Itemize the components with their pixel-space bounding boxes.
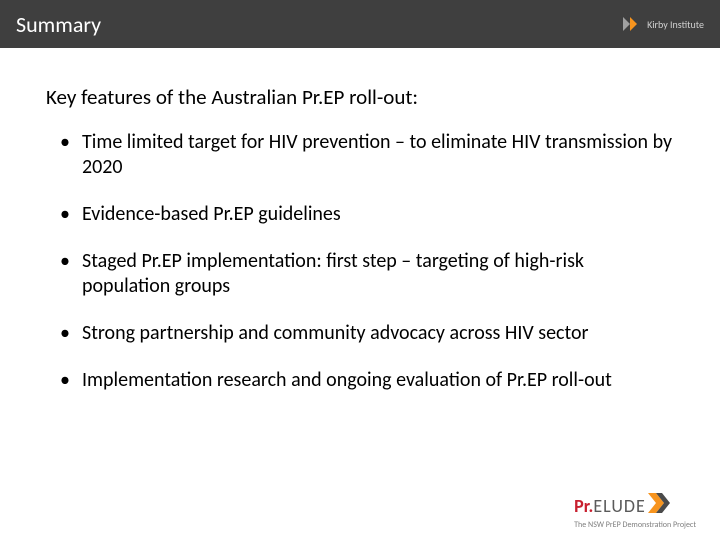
kirby-logo-icon [619, 13, 641, 35]
list-item: Evidence-based Pr.EP guidelines [60, 202, 674, 227]
list-item: Implementation research and ongoing eval… [60, 368, 674, 393]
content-area: Key features of the Australian Pr.EP rol… [0, 48, 720, 393]
prelude-pr: Pr. [574, 495, 593, 517]
prelude-logo-text: Pr.ELUDE [574, 495, 646, 517]
chevron-icon [648, 493, 670, 518]
list-item: Time limited target for HIV prevention –… [60, 130, 674, 180]
slide: Summary Kirby Institute Key features of … [0, 0, 720, 540]
subtitle: Key features of the Australian Pr.EP rol… [46, 84, 674, 110]
header-logo: Kirby Institute [619, 13, 704, 35]
footer-tagline: The NSW PrEP Demonstration Project [574, 520, 696, 530]
header-bar: Summary Kirby Institute [0, 0, 720, 48]
bullet-list: Time limited target for HIV prevention –… [46, 130, 674, 393]
header-logo-text: Kirby Institute [647, 18, 704, 31]
list-item: Staged Pr.EP implementation: first step … [60, 249, 674, 299]
list-item: Strong partnership and community advocac… [60, 321, 674, 346]
slide-title: Summary [16, 11, 101, 38]
prelude-logo: Pr.ELUDE [574, 493, 670, 518]
prelude-elude: ELUDE [593, 495, 645, 517]
footer-logo: Pr.ELUDE The NSW PrEP Demonstration Proj… [574, 493, 696, 530]
